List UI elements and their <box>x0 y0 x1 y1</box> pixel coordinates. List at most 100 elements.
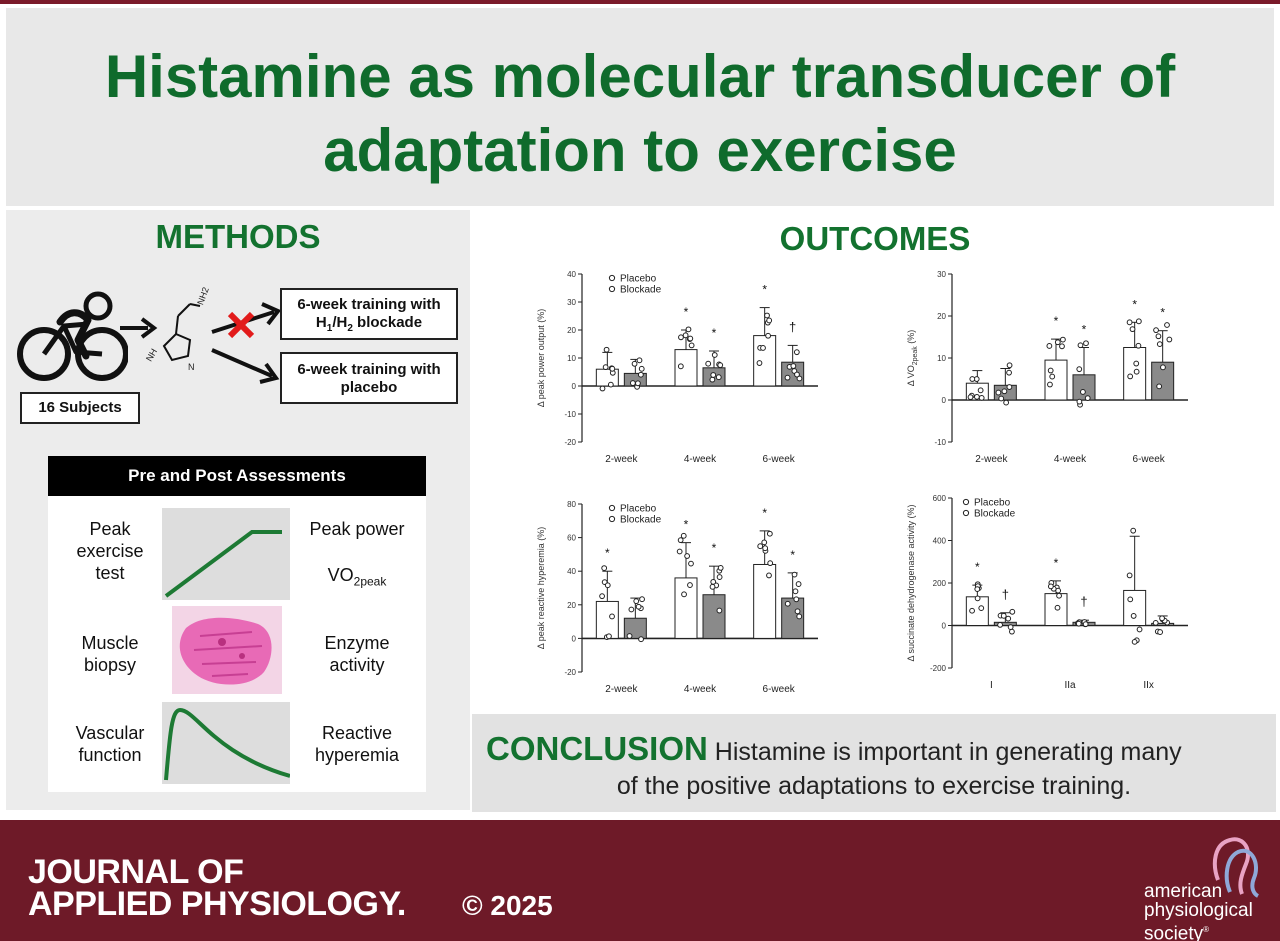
data-point <box>687 335 694 342</box>
legend-marker <box>962 509 970 517</box>
data-point <box>969 607 975 614</box>
y-axis-label-unit: (%) <box>906 330 916 347</box>
data-point <box>710 372 717 378</box>
data-point <box>1005 615 1012 622</box>
legend-blockade: Blockade <box>974 509 1016 520</box>
y-tick-label: -20 <box>564 668 576 677</box>
y-tick-label: 10 <box>937 354 946 363</box>
y-tick-label: 80 <box>567 500 576 509</box>
blockade-box-line1: 6-week training with <box>297 296 441 313</box>
data-point <box>717 565 724 571</box>
muscle-biopsy-image-icon <box>172 606 282 694</box>
chart-succinate-dehydrogenase: Δ succinate dehydrogenase activity (%) 60… <box>906 494 1188 691</box>
data-point <box>633 598 640 605</box>
legend-placebo: Placebo <box>620 274 657 285</box>
x-tick-label: IIa <box>1064 680 1076 691</box>
data-point <box>1047 367 1054 374</box>
bar-placebo <box>595 600 619 639</box>
assessments-heading: Pre and Post Assessments <box>48 456 426 496</box>
bar-placebo <box>753 335 777 387</box>
significance-mark: * <box>1082 323 1087 337</box>
data-point <box>974 586 981 593</box>
data-point <box>687 582 693 588</box>
significance-mark: * <box>1054 314 1059 328</box>
y-tick-label: 40 <box>567 567 576 576</box>
bar-placebo <box>753 563 777 639</box>
data-point <box>1133 368 1140 375</box>
significance-mark: † <box>789 319 796 334</box>
data-point <box>1156 341 1163 348</box>
data-point <box>1130 613 1137 619</box>
bar-blockade <box>781 597 805 639</box>
bar-blockade <box>702 594 726 639</box>
data-point <box>1136 626 1143 633</box>
data-point <box>1159 615 1165 622</box>
data-point <box>1126 319 1133 326</box>
histamine-molecule-icon <box>162 303 201 362</box>
data-point <box>1047 381 1053 388</box>
assessments-panel: Pre and Post Assessments Peak exercise t… <box>48 456 426 792</box>
y-tick-label: -200 <box>930 664 947 673</box>
data-point <box>709 583 716 590</box>
y-tick-label: 30 <box>567 298 576 307</box>
data-point <box>1130 527 1137 534</box>
x-tick-label: 4-week <box>684 454 717 465</box>
data-point <box>599 593 605 600</box>
title-line-2: adaptation to exercise <box>323 117 957 184</box>
data-point <box>1127 373 1134 380</box>
conclusion-line-1: CONCLUSION Histamine is important in gen… <box>486 730 1276 768</box>
data-point <box>635 380 641 387</box>
y-tick-label: -10 <box>564 410 576 419</box>
data-point <box>1084 395 1091 401</box>
bar-placebo <box>1044 359 1068 401</box>
data-point <box>688 342 695 349</box>
arrow-right-icon <box>120 317 158 339</box>
data-point <box>1160 364 1166 371</box>
significance-mark: * <box>762 506 767 520</box>
legend-blockade: Blockade <box>620 285 662 296</box>
y-tick-label: 20 <box>567 326 576 335</box>
vascular-function-label: Vascular function <box>75 723 145 765</box>
data-point <box>1135 342 1142 349</box>
data-point <box>716 574 723 580</box>
data-point <box>1076 398 1083 405</box>
significance-mark: * <box>712 541 717 555</box>
y-tick-label: 0 <box>572 382 577 391</box>
legend-marker <box>608 285 616 293</box>
x-tick-label: 6-week <box>763 454 796 465</box>
data-point <box>974 595 981 602</box>
data-point <box>791 571 798 578</box>
significance-mark: * <box>684 518 689 532</box>
data-point <box>682 332 689 339</box>
data-point <box>766 572 772 579</box>
placebo-training-box: 6-week training with placebo <box>280 352 458 404</box>
y-axis-label: Δ peak power output (%) <box>536 309 546 408</box>
legend-blockade: Blockade <box>620 515 662 526</box>
data-point <box>1047 583 1054 590</box>
significance-mark: * <box>1160 306 1165 320</box>
conclusion-label: CONCLUSION <box>486 730 708 767</box>
y-tick-label: 0 <box>572 634 577 643</box>
data-point <box>602 364 609 371</box>
methods-heading: METHODS <box>155 218 321 255</box>
data-point <box>764 312 770 319</box>
data-point <box>607 381 614 388</box>
y-tick-label: 600 <box>933 494 947 503</box>
chart-reactive-hyperemia: Δ peak reactive hyperemia (%) 80 60 40 20 0 -2… <box>536 500 818 695</box>
bar-placebo <box>674 577 698 639</box>
y-tick-label: 0 <box>942 396 947 405</box>
data-point <box>761 539 768 546</box>
data-point <box>1009 608 1016 615</box>
data-point <box>1133 360 1140 367</box>
data-point <box>1076 366 1083 373</box>
data-point <box>639 596 645 603</box>
data-point <box>756 360 763 366</box>
significance-mark: * <box>684 305 689 319</box>
data-point <box>609 613 615 620</box>
data-point <box>978 394 985 401</box>
significance-mark: † <box>1002 587 1009 602</box>
legend-placebo: Placebo <box>974 498 1011 509</box>
data-point <box>765 332 772 339</box>
data-point <box>677 537 684 544</box>
data-point <box>638 365 645 372</box>
